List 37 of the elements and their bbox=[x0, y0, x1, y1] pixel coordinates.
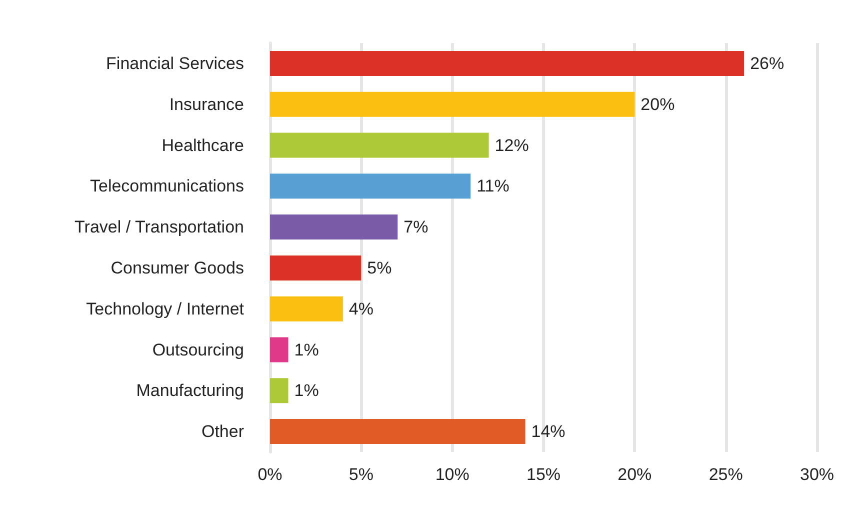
bar bbox=[270, 337, 288, 362]
bar bbox=[270, 378, 288, 404]
data-label: 4% bbox=[348, 299, 374, 318]
data-label: 26% bbox=[750, 54, 784, 73]
data-label: 20% bbox=[640, 94, 675, 114]
y-tick-label: Financial Services bbox=[106, 54, 244, 73]
bar bbox=[270, 50, 744, 76]
bar bbox=[270, 296, 343, 322]
x-tick-label: 30% bbox=[800, 465, 834, 484]
data-label: 1% bbox=[294, 340, 319, 360]
y-tick-label: Outsourcing bbox=[152, 340, 244, 360]
bar bbox=[270, 419, 526, 444]
x-tick-label: 10% bbox=[435, 465, 470, 484]
x-tick-label: 25% bbox=[708, 465, 743, 484]
y-tick-label: Insurance bbox=[169, 94, 244, 114]
data-label: 7% bbox=[404, 218, 428, 237]
bar bbox=[270, 174, 471, 199]
y-tick-label: Technology / Internet bbox=[86, 299, 244, 318]
y-tick-label: Telecommunications bbox=[90, 176, 244, 196]
y-tick-label: Consumer Goods bbox=[110, 258, 244, 278]
bar bbox=[270, 132, 489, 158]
data-label: 11% bbox=[476, 176, 510, 196]
x-tick-label: 15% bbox=[526, 465, 561, 484]
x-tick-label: 5% bbox=[348, 465, 374, 484]
x-tick-label: 0% bbox=[258, 465, 282, 484]
y-tick-label: Healthcare bbox=[162, 136, 244, 155]
y-tick-label: Manufacturing bbox=[136, 381, 244, 400]
y-tick-label: Travel / Transportation bbox=[74, 218, 244, 237]
bar bbox=[270, 92, 635, 117]
x-tick-label: 20% bbox=[618, 465, 652, 484]
data-label: 5% bbox=[367, 258, 392, 278]
data-label: 1% bbox=[294, 381, 319, 400]
y-tick-label: Other bbox=[201, 422, 244, 442]
bar bbox=[270, 214, 398, 240]
data-label: 12% bbox=[494, 136, 529, 155]
bar bbox=[270, 255, 362, 280]
data-label: 14% bbox=[531, 422, 566, 442]
